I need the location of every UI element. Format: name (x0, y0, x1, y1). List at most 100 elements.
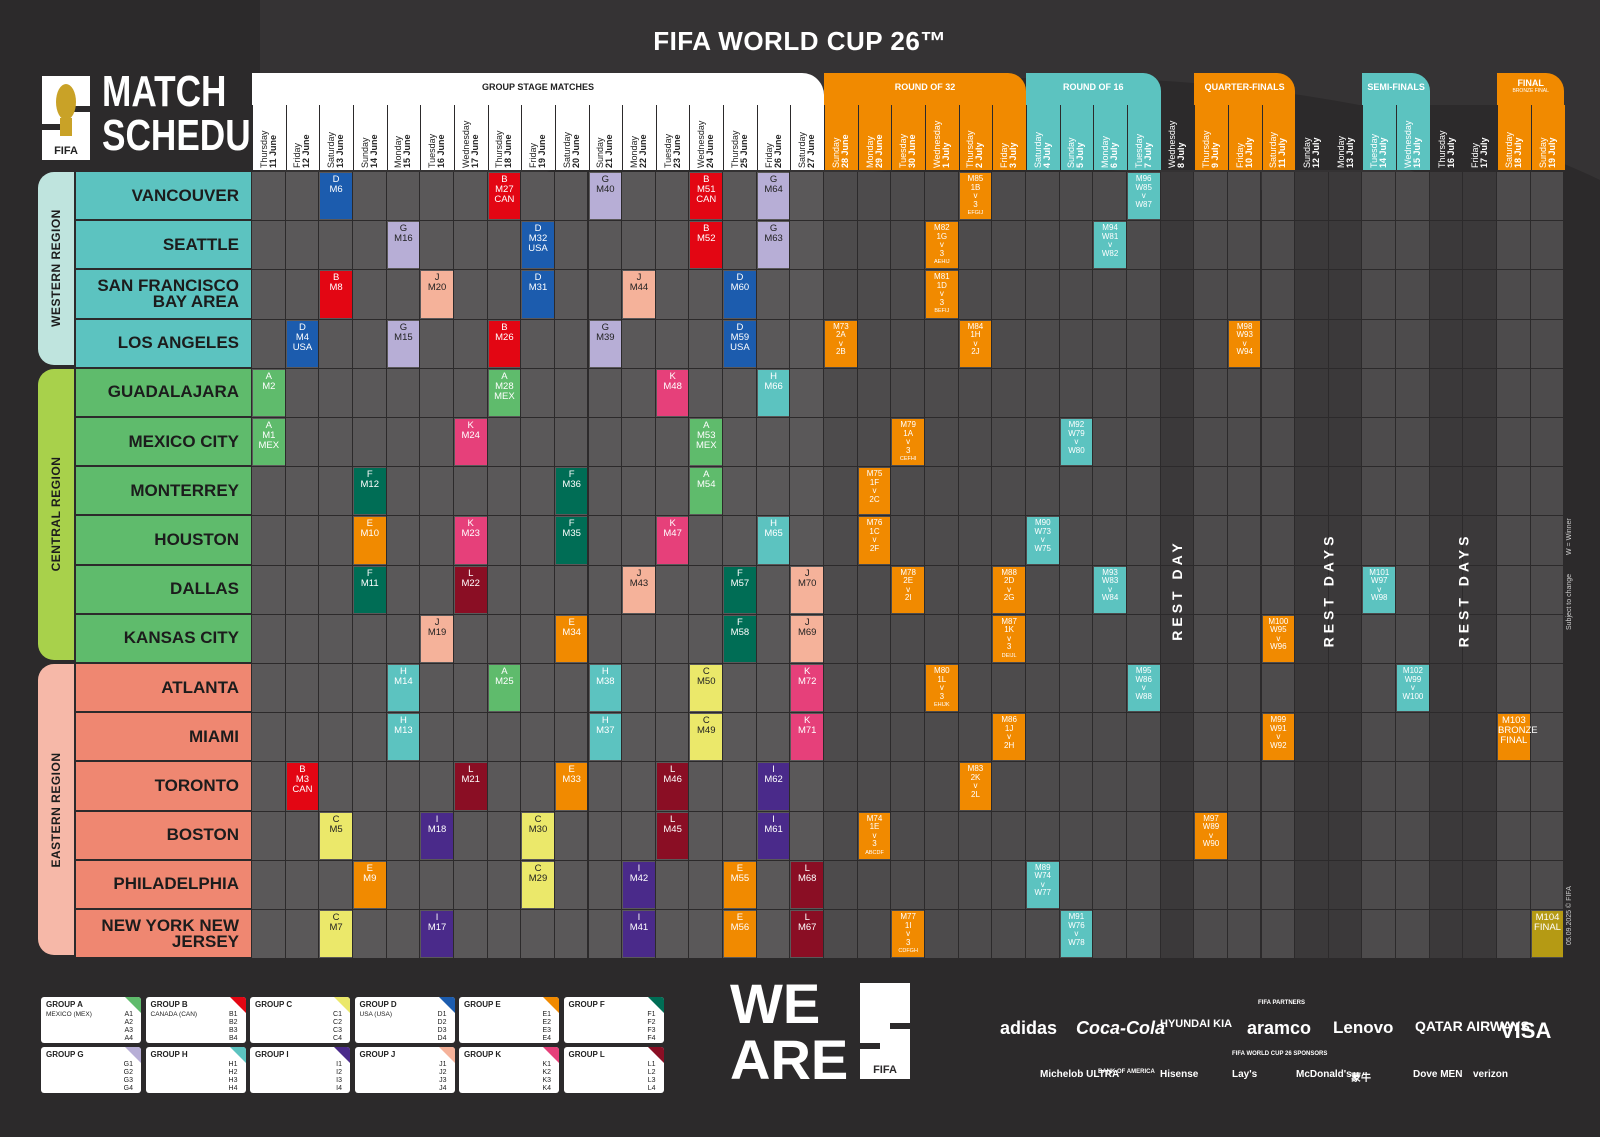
match-M17[interactable]: I M17 (421, 911, 453, 958)
match-M31[interactable]: D M31 (522, 271, 554, 318)
match-M85[interactable]: M85 1B v 3 EFGIJ (959, 173, 992, 220)
match-M48[interactable]: K M48 (656, 369, 689, 416)
match-M30[interactable]: C M30 (522, 812, 554, 859)
match-M42[interactable]: I M42 (623, 861, 655, 908)
match-M27[interactable]: B M27 CAN (488, 173, 521, 220)
match-M70[interactable]: J M70 (791, 566, 824, 613)
match-M19[interactable]: J M19 (421, 615, 453, 662)
match-M43[interactable]: J M43 (623, 566, 655, 613)
match-M84[interactable]: M84 1H v 2J (959, 320, 992, 367)
match-M4[interactable]: D M4 USA (286, 320, 319, 367)
match-M18[interactable]: I M18 (421, 812, 453, 859)
match-M73[interactable]: M73 2A v 2B (825, 320, 857, 367)
match-M93[interactable]: M93 W83 v W84 (1094, 566, 1126, 613)
match-M78[interactable]: M78 2E v 2I (892, 566, 924, 613)
match-M16[interactable]: G M16 (387, 222, 420, 269)
match-M103[interactable]: M103 BRONZE FINAL (1498, 714, 1538, 761)
match-M44[interactable]: J M44 (623, 271, 655, 318)
match-M63[interactable]: G M63 (757, 222, 790, 269)
match-M82[interactable]: M82 1G v 3 AEHIJ (926, 222, 958, 269)
match-M68[interactable]: L M68 (791, 861, 824, 908)
match-M62[interactable]: I M62 (757, 763, 790, 810)
match-M67[interactable]: L M67 (791, 911, 824, 958)
match-M75[interactable]: M75 1F v 2C (858, 468, 891, 515)
match-M90[interactable]: M90 W73 v W75 (1026, 517, 1059, 564)
match-M101[interactable]: M101 W97 v W98 (1363, 566, 1396, 613)
match-M36[interactable]: F M36 (555, 468, 588, 515)
match-M104[interactable]: M104 FINAL (1531, 911, 1564, 958)
match-M56[interactable]: E M56 (724, 911, 756, 958)
match-M55[interactable]: E M55 (724, 861, 756, 908)
match-M40[interactable]: G M40 (589, 173, 622, 220)
match-M37[interactable]: H M37 (589, 714, 622, 761)
match-M49[interactable]: C M49 (690, 714, 723, 761)
match-M25[interactable]: A M25 (488, 665, 521, 712)
match-M96[interactable]: M96 W85 v W87 (1127, 173, 1160, 220)
match-M83[interactable]: M83 2K v 2L (959, 763, 992, 810)
match-M58[interactable]: F M58 (724, 615, 756, 662)
match-M97[interactable]: M97 W89 v W90 (1195, 812, 1227, 859)
match-M86[interactable]: M86 1J v 2H (993, 714, 1025, 761)
match-M94[interactable]: M94 W81 v W82 (1094, 222, 1126, 269)
match-M102[interactable]: M102 W99 v W100 (1397, 665, 1429, 712)
match-M1[interactable]: A M1 MEX (253, 419, 285, 466)
match-M14[interactable]: H M14 (387, 665, 420, 712)
match-M29[interactable]: C M29 (522, 861, 554, 908)
match-M74[interactable]: M74 1E v 3 ABCDF (858, 812, 891, 859)
match-M53[interactable]: A M53 MEX (690, 419, 723, 466)
match-M20[interactable]: J M20 (421, 271, 453, 318)
match-M33[interactable]: E M33 (555, 763, 588, 810)
match-M95[interactable]: M95 W86 v W88 (1127, 665, 1160, 712)
match-M51[interactable]: B M51 CAN (690, 173, 723, 220)
match-M41[interactable]: I M41 (623, 911, 655, 958)
match-M50[interactable]: C M50 (690, 665, 723, 712)
match-M81[interactable]: M81 1D v 3 BEFIJ (926, 271, 958, 318)
match-M11[interactable]: F M11 (353, 566, 386, 613)
match-M87[interactable]: M87 1K v 3 DEIJL (993, 615, 1025, 662)
match-M59[interactable]: D M59 USA (724, 320, 756, 367)
match-M15[interactable]: G M15 (387, 320, 420, 367)
match-M38[interactable]: H M38 (589, 665, 622, 712)
match-M47[interactable]: K M47 (656, 517, 689, 564)
match-M3[interactable]: B M3 CAN (286, 763, 319, 810)
match-M88[interactable]: M88 2D v 2G (993, 566, 1025, 613)
match-M57[interactable]: F M57 (724, 566, 756, 613)
match-M61[interactable]: I M61 (757, 812, 790, 859)
match-M12[interactable]: F M12 (353, 468, 386, 515)
match-M45[interactable]: L M45 (656, 812, 689, 859)
match-M99[interactable]: M99 W91 v W92 (1262, 714, 1295, 761)
match-M35[interactable]: F M35 (555, 517, 588, 564)
match-M6[interactable]: D M6 (320, 173, 352, 220)
match-M79[interactable]: M79 1A v 3 CEFHI (892, 419, 924, 466)
match-M69[interactable]: J M69 (791, 615, 824, 662)
match-M2[interactable]: A M2 (253, 369, 285, 416)
match-M60[interactable]: D M60 (724, 271, 756, 318)
match-M26[interactable]: B M26 (488, 320, 521, 367)
match-M65[interactable]: H M65 (757, 517, 790, 564)
match-M100[interactable]: M100 W95 v W96 (1262, 615, 1295, 662)
match-M28[interactable]: A M28 MEX (488, 369, 521, 416)
match-M64[interactable]: G M64 (757, 173, 790, 220)
match-M98[interactable]: M98 W93 v W94 (1228, 320, 1261, 367)
match-M89[interactable]: M89 W74 v W77 (1026, 861, 1059, 908)
match-M32[interactable]: D M32 USA (522, 222, 554, 269)
match-M5[interactable]: C M5 (320, 812, 352, 859)
match-M23[interactable]: K M23 (454, 517, 487, 564)
match-M54[interactable]: A M54 (690, 468, 723, 515)
match-M80[interactable]: M80 1L v 3 EHIJK (926, 665, 958, 712)
match-M13[interactable]: H M13 (387, 714, 420, 761)
match-M24[interactable]: K M24 (454, 419, 487, 466)
match-M39[interactable]: G M39 (589, 320, 622, 367)
match-M66[interactable]: H M66 (757, 369, 790, 416)
match-M71[interactable]: K M71 (791, 714, 824, 761)
match-M10[interactable]: E M10 (353, 517, 386, 564)
match-M7[interactable]: C M7 (320, 911, 352, 958)
match-M76[interactable]: M76 1C v 2F (858, 517, 891, 564)
match-M52[interactable]: B M52 (690, 222, 723, 269)
match-M22[interactable]: L M22 (454, 566, 487, 613)
match-M21[interactable]: L M21 (454, 763, 487, 810)
match-M34[interactable]: E M34 (555, 615, 588, 662)
match-M72[interactable]: K M72 (791, 665, 824, 712)
match-M46[interactable]: L M46 (656, 763, 689, 810)
match-M9[interactable]: E M9 (353, 861, 386, 908)
